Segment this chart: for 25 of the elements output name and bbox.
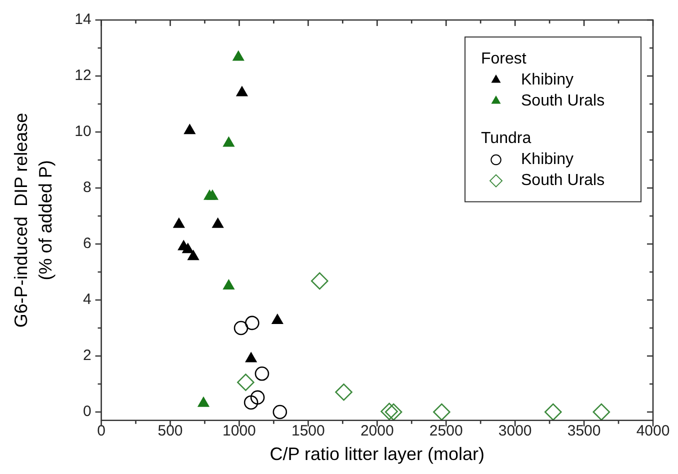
x-tick-label: 3000 <box>498 422 532 440</box>
x-tick-label: 2500 <box>429 422 463 440</box>
y-tick-label: 4 <box>82 291 92 308</box>
x-axis-title: C/P ratio litter layer (molar) <box>270 444 484 464</box>
y-tick-label: 6 <box>82 235 92 252</box>
annotation: Tundra <box>481 130 532 148</box>
legend-label: Khibiny <box>521 151 574 168</box>
y-tick-label: 10 <box>74 123 92 140</box>
x-tick-label: 1500 <box>291 422 325 440</box>
x-tick-label: 2000 <box>360 422 394 440</box>
y-tick-label: 14 <box>74 11 92 28</box>
legend-label: Khibiny <box>521 71 574 88</box>
y-tick-label: 0 <box>82 403 92 420</box>
annotation: Forest <box>481 50 527 68</box>
x-tick-label: 3500 <box>567 422 601 440</box>
x-tick-label: 1000 <box>222 422 256 440</box>
y-tick-label: 2 <box>82 347 92 364</box>
y-tick-label: 8 <box>82 179 92 196</box>
y-axis-title: G6-P-induced DIP release (% of added P) <box>11 112 56 328</box>
y-tick-label: 12 <box>74 67 92 84</box>
legend-label: South Urals <box>521 92 605 110</box>
x-tick-label: 0 <box>97 422 106 440</box>
x-tick-label: 4000 <box>636 422 670 440</box>
legend-label: South Urals <box>521 172 605 190</box>
x-tick-label: 500 <box>158 422 183 440</box>
